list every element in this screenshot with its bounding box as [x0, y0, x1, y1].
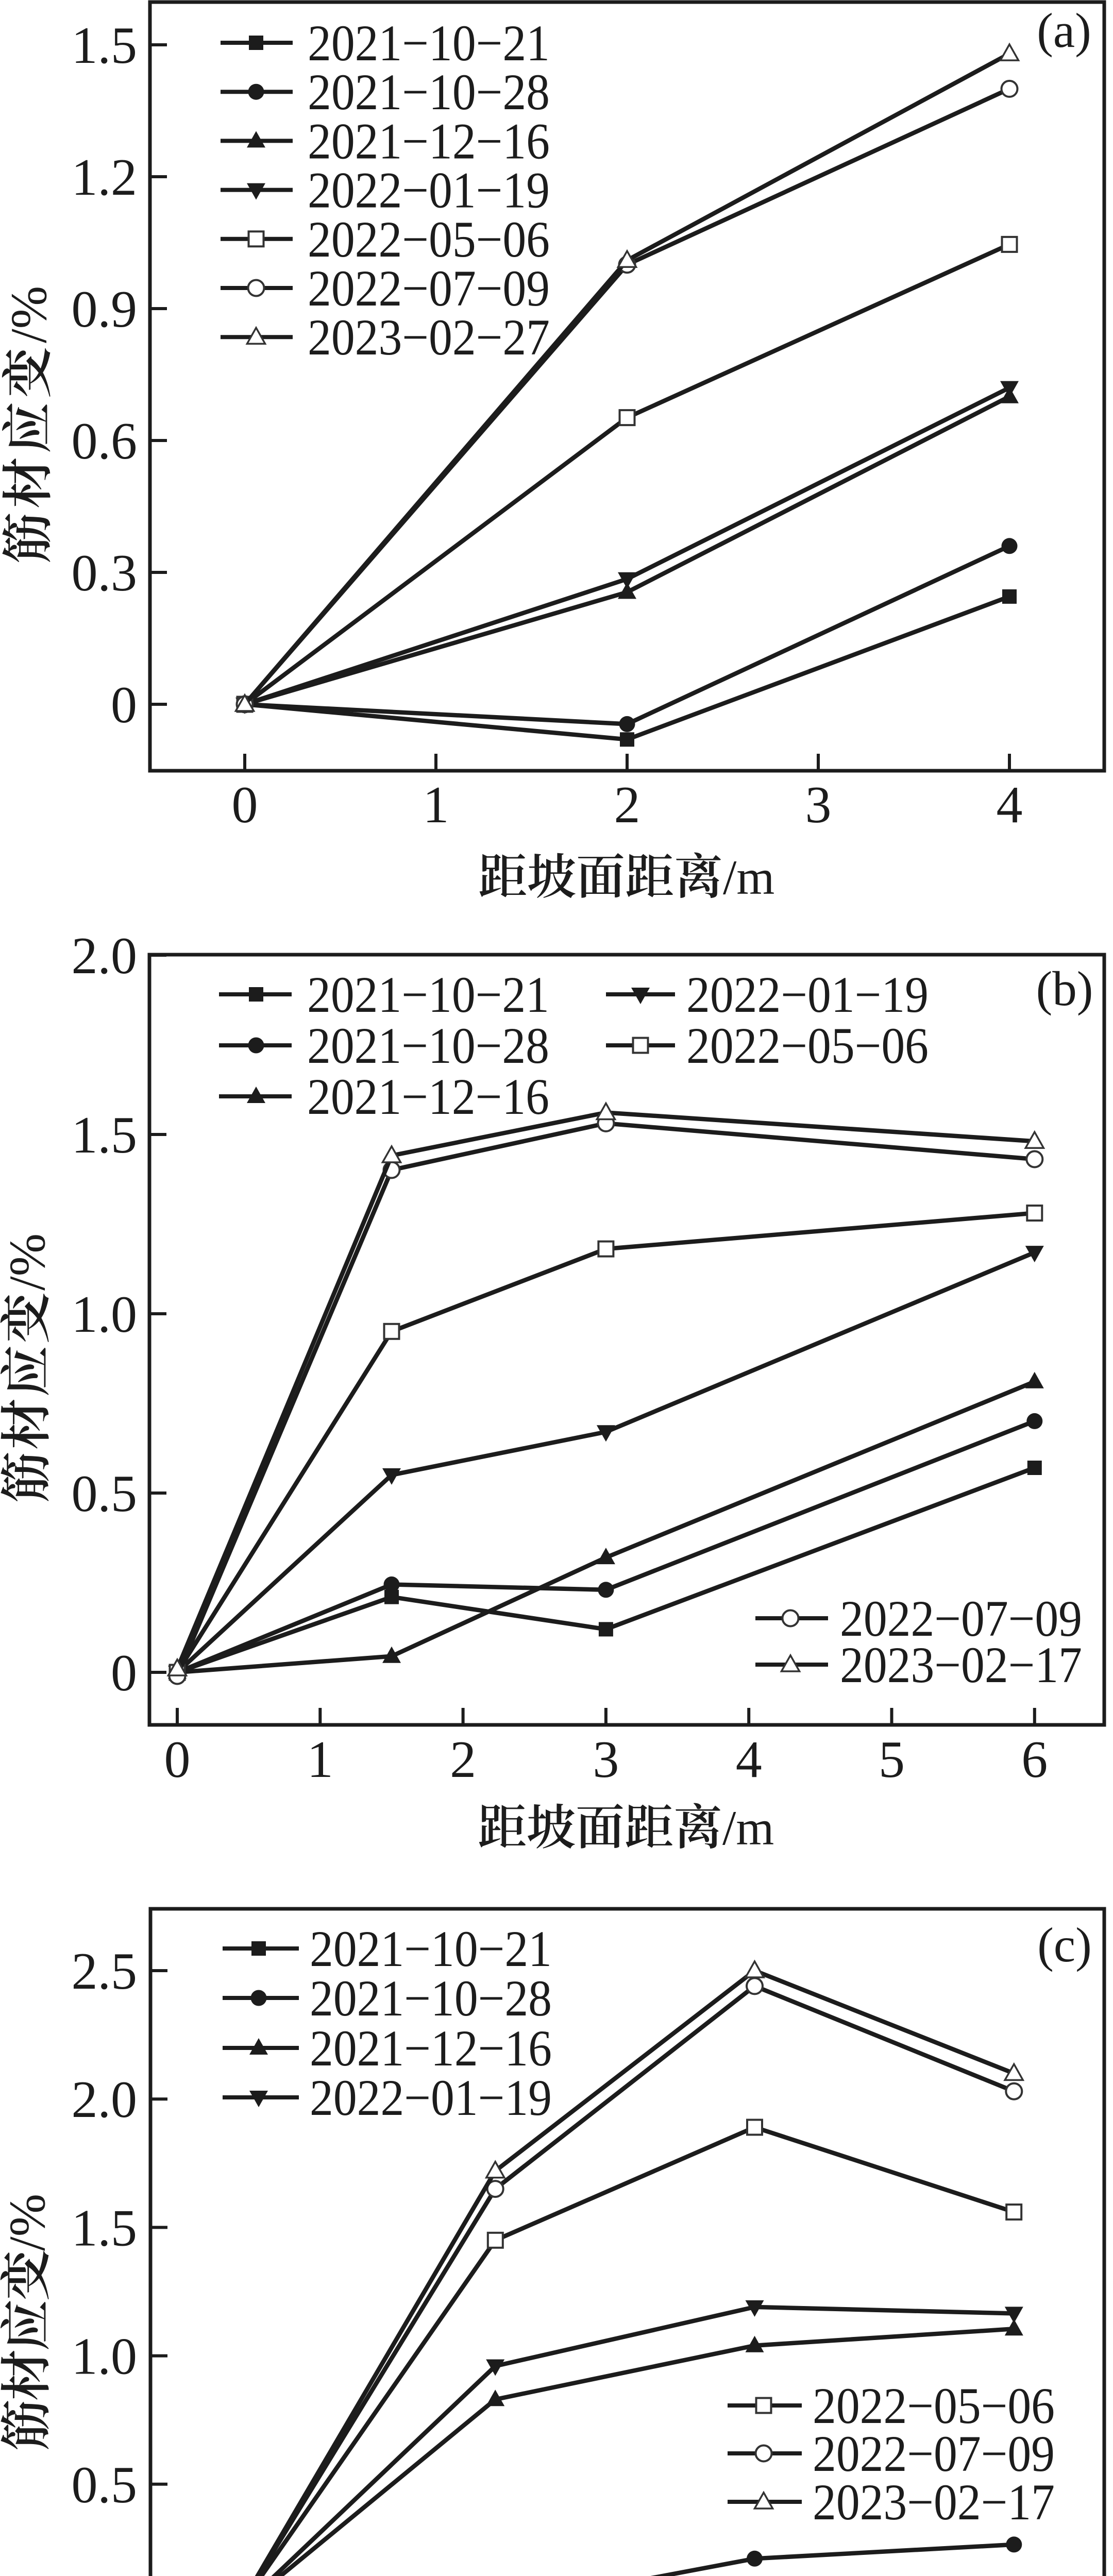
- svg-text:5: 5: [879, 1731, 905, 1789]
- svg-text:2021−10−21: 2021−10−21: [307, 966, 549, 1023]
- svg-text:2022−07−09: 2022−07−09: [308, 260, 550, 317]
- svg-text:/%: /%: [0, 286, 57, 343]
- svg-text:2021−12−16: 2021−12−16: [310, 2020, 552, 2077]
- svg-text:2021−10−21: 2021−10−21: [308, 14, 550, 72]
- svg-text:2022−05−06: 2022−05−06: [308, 211, 550, 268]
- svg-text:2: 2: [614, 776, 640, 834]
- svg-text:2023−02−27: 2023−02−27: [308, 309, 550, 366]
- svg-text:(c): (c): [1037, 1918, 1091, 1972]
- svg-text:1.5: 1.5: [72, 2199, 138, 2257]
- svg-text:2022−05−06: 2022−05−06: [686, 1017, 929, 1074]
- svg-text:0: 0: [164, 1731, 191, 1789]
- svg-text:2021−10−28: 2021−10−28: [307, 1017, 549, 1074]
- svg-text:2021−12−16: 2021−12−16: [308, 112, 550, 170]
- svg-text:2: 2: [450, 1731, 476, 1789]
- svg-text:6: 6: [1021, 1731, 1048, 1789]
- svg-text:1.5: 1.5: [72, 1106, 138, 1164]
- svg-text:1: 1: [423, 776, 449, 834]
- svg-text:2.5: 2.5: [72, 1942, 138, 2001]
- svg-text:1.0: 1.0: [72, 1285, 138, 1344]
- svg-text:2.0: 2.0: [72, 2071, 138, 2129]
- svg-text:4: 4: [997, 776, 1023, 834]
- svg-text:0: 0: [111, 1644, 137, 1702]
- svg-text:1.2: 1.2: [72, 148, 138, 207]
- svg-text:4: 4: [736, 1731, 762, 1789]
- svg-text:2021−10−21: 2021−10−21: [310, 1920, 552, 1977]
- svg-text:0: 0: [232, 776, 258, 834]
- svg-text:3: 3: [593, 1731, 619, 1789]
- svg-text:2.0: 2.0: [72, 927, 138, 985]
- svg-text:(a): (a): [1037, 3, 1091, 58]
- svg-text:0.3: 0.3: [72, 544, 138, 602]
- svg-text:0.5: 0.5: [72, 1465, 138, 1523]
- svg-text:2021−12−16: 2021−12−16: [307, 1068, 549, 1125]
- svg-text:1.5: 1.5: [72, 16, 138, 75]
- svg-text:0.9: 0.9: [72, 280, 138, 338]
- svg-text:(b): (b): [1036, 961, 1093, 1016]
- svg-text:3: 3: [805, 776, 832, 834]
- svg-text:2023−02−17: 2023−02−17: [840, 1636, 1082, 1693]
- svg-text:0: 0: [111, 676, 137, 734]
- svg-text:1: 1: [307, 1731, 333, 1789]
- svg-text:/%: /%: [0, 1233, 56, 1291]
- svg-text:2023−02−17: 2023−02−17: [813, 2473, 1055, 2531]
- svg-text:/%: /%: [0, 2194, 56, 2251]
- svg-text:/m: /m: [722, 1801, 774, 1855]
- svg-text:2022−01−19: 2022−01−19: [310, 2069, 552, 2126]
- svg-text:1.0: 1.0: [72, 2328, 138, 2386]
- svg-text:0.5: 0.5: [72, 2456, 138, 2514]
- svg-text:/m: /m: [723, 850, 774, 905]
- svg-text:2022−01−19: 2022−01−19: [686, 966, 929, 1023]
- svg-text:2022−01−19: 2022−01−19: [308, 162, 550, 219]
- svg-text:2022−07−09: 2022−07−09: [840, 1590, 1082, 1647]
- svg-text:2022−07−09: 2022−07−09: [813, 2425, 1055, 2482]
- svg-text:2021−10−28: 2021−10−28: [310, 1970, 552, 2027]
- svg-text:2021−10−28: 2021−10−28: [308, 63, 550, 121]
- svg-text:0.6: 0.6: [72, 412, 138, 470]
- svg-text:2022−05−06: 2022−05−06: [813, 2377, 1055, 2434]
